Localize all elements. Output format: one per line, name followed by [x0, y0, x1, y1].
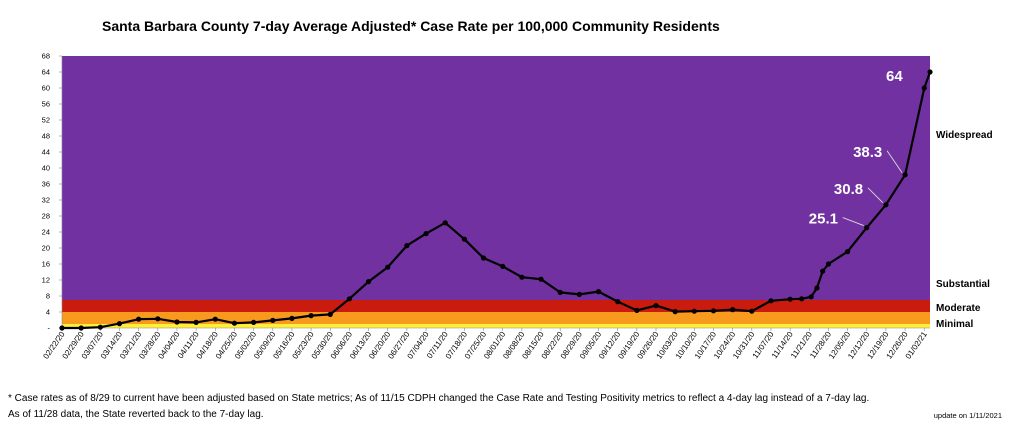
data-point [825, 261, 832, 267]
data-point [251, 319, 257, 325]
data-point [231, 320, 238, 326]
data-point [749, 308, 755, 314]
data-point [691, 308, 697, 314]
data-point [672, 309, 678, 315]
data-point [308, 313, 314, 319]
y-tick-label: 48 [42, 132, 50, 141]
data-point [212, 316, 218, 322]
data-point [59, 325, 65, 331]
annotation-label: 25.1 [809, 211, 838, 228]
data-point [97, 324, 103, 330]
y-tick-label: 32 [42, 196, 50, 205]
data-point [461, 236, 467, 242]
data-point [615, 299, 621, 305]
data-point [927, 69, 933, 75]
annotation-label: 38.3 [853, 144, 882, 161]
data-point [385, 264, 391, 270]
data-point [730, 307, 736, 313]
data-point [808, 294, 814, 300]
y-tick-label: 28 [42, 212, 50, 221]
annotation-label: 30.8 [834, 181, 863, 198]
y-tick-label: 20 [42, 244, 50, 253]
tier-label-widespread: Widespread [936, 130, 993, 141]
y-tick-label: 56 [42, 100, 50, 109]
data-point [289, 315, 295, 321]
tier-label-substantial: Substantial [936, 279, 990, 290]
annotation-leader [886, 150, 903, 174]
y-tick-label: 12 [42, 276, 50, 285]
annotation-label: 64 [886, 68, 903, 85]
band-moderate [62, 312, 930, 324]
data-point [864, 225, 870, 231]
y-tick-label: - [48, 324, 51, 333]
data-point [538, 276, 544, 282]
data-point [768, 298, 774, 304]
data-point [193, 319, 199, 325]
tier-label-minimal: Minimal [936, 319, 973, 330]
y-tick-label: 52 [42, 116, 50, 125]
data-point [595, 289, 602, 295]
data-point [78, 325, 84, 331]
band-widespread [62, 56, 930, 300]
tier-labels: Widespread Substantial Moderate Minimal [936, 130, 993, 330]
data-point [710, 308, 717, 314]
data-point [155, 316, 161, 322]
data-point [845, 249, 851, 255]
data-point [365, 279, 372, 285]
data-point [136, 316, 142, 322]
y-tick-label: 60 [42, 84, 50, 93]
data-point [270, 317, 276, 323]
data-point [500, 263, 506, 269]
data-point [442, 220, 448, 226]
data-point [346, 296, 353, 302]
y-tick-label: 44 [42, 148, 50, 157]
x-axis: 02/22/2002/29/2003/07/2003/14/2003/21/20… [41, 327, 930, 361]
data-point [576, 291, 582, 297]
data-point [480, 255, 487, 261]
data-point [820, 268, 826, 274]
chart-title: Santa Barbara County 7-day Average Adjus… [102, 18, 720, 34]
data-point [423, 231, 429, 237]
tier-bands [62, 56, 930, 328]
data-point [557, 289, 563, 295]
y-tick-label: 4 [46, 308, 50, 317]
y-tick-label: 64 [42, 68, 50, 77]
y-tick-label: 40 [42, 164, 50, 173]
y-tick-label: 24 [42, 228, 50, 237]
data-point [799, 296, 805, 302]
data-point [174, 319, 180, 325]
footnote-2: As of 11/28 data, the State reverted bac… [8, 409, 264, 420]
annotation-leader [867, 187, 884, 204]
update-note: update on 1/11/2021 [933, 411, 1002, 420]
data-point [327, 311, 333, 317]
annotation-leader [842, 217, 864, 227]
data-point [883, 202, 889, 208]
data-point [519, 274, 525, 280]
band-substantial [62, 300, 930, 312]
data-point [404, 243, 410, 249]
series-layer [59, 69, 933, 331]
y-tick-label: 16 [42, 260, 50, 269]
y-tick-label: 36 [42, 180, 50, 189]
annotations: 25.1 30.8 38.3 64 [809, 68, 904, 228]
tier-label-moderate: Moderate [936, 303, 981, 314]
y-tick-label: 68 [42, 52, 50, 61]
data-point [814, 285, 820, 291]
y-tick-label: 8 [46, 292, 50, 301]
data-point [116, 321, 123, 327]
data-point [921, 85, 927, 91]
footnote-1: * Case rates as of 8/29 to current have … [8, 393, 870, 404]
data-point [653, 303, 659, 309]
band-minimal [62, 324, 930, 328]
data-point [902, 172, 908, 178]
data-point [787, 296, 793, 302]
data-point [634, 307, 640, 313]
